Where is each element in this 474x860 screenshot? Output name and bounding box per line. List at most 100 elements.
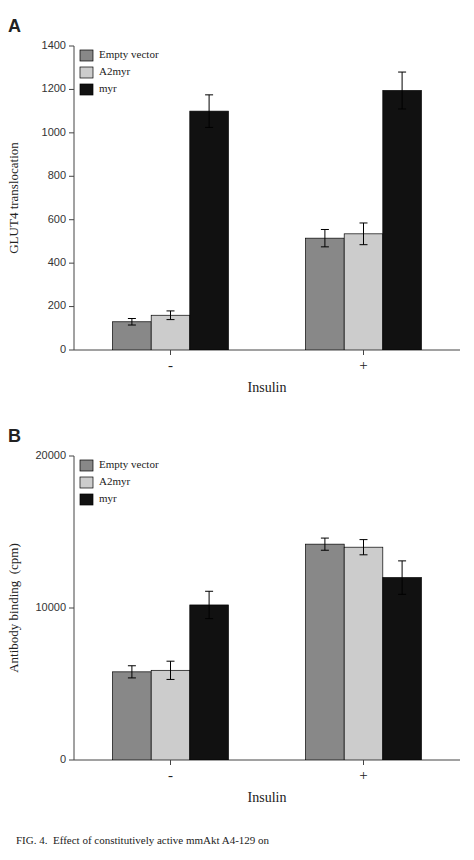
error-bar	[128, 666, 136, 678]
legend-swatch	[80, 50, 93, 61]
error-cap	[205, 127, 213, 128]
error-cap	[128, 318, 136, 319]
error-cap	[167, 319, 175, 320]
error-bar	[398, 561, 406, 594]
y-tick	[69, 89, 74, 90]
bar	[306, 544, 345, 760]
error-cap	[321, 538, 329, 539]
y-tick-label: 1000	[42, 126, 66, 138]
error-cap	[398, 560, 406, 561]
error-cap	[321, 550, 329, 551]
error-cap	[360, 554, 368, 555]
error-cap	[167, 310, 175, 311]
y-tick	[69, 760, 74, 761]
x-tick	[363, 760, 364, 765]
x-axis-label: Insulin	[248, 790, 287, 805]
y-axis-label: Antibody binding (cpm)	[6, 543, 21, 673]
error-cap	[360, 539, 368, 540]
error-line	[402, 561, 403, 594]
bar	[151, 315, 190, 350]
error-cap	[205, 94, 213, 95]
error-cap	[128, 665, 136, 666]
legend-swatch	[80, 460, 93, 471]
error-line	[324, 229, 325, 246]
bar	[383, 578, 422, 760]
y-tick-label: 1400	[42, 39, 66, 51]
y-tick	[69, 608, 74, 609]
x-tick-label: -	[168, 767, 173, 783]
y-tick-label: 1200	[42, 82, 66, 94]
error-cap	[398, 72, 406, 73]
error-line	[402, 72, 403, 109]
y-tick-label: 600	[48, 213, 66, 225]
panel-label: A	[8, 16, 21, 36]
bar	[306, 238, 345, 350]
error-cap	[398, 108, 406, 109]
bar	[151, 670, 190, 760]
legend-label: Empty vector	[99, 48, 159, 60]
error-line	[209, 95, 210, 128]
legend: Empty vectorA2myrmyr	[80, 48, 159, 95]
bar	[113, 322, 152, 350]
y-tick	[69, 306, 74, 307]
legend-swatch	[80, 477, 93, 488]
error-line	[131, 319, 132, 326]
legend-label: myr	[99, 82, 117, 94]
caption: FIG. 4. Effect of constitutively active …	[16, 834, 270, 846]
bar	[113, 672, 152, 760]
error-line	[170, 661, 171, 679]
page: {"chart_data": [ {"type": "bar", "title"…	[0, 0, 474, 860]
marks	[113, 72, 422, 350]
figure: A0200400600800100012001400-+InsulinGLUT4…	[0, 0, 474, 860]
panel: B01000020000-+InsulinAntibody binding (c…	[6, 426, 460, 805]
bar	[383, 91, 422, 350]
error-line	[170, 311, 171, 320]
error-cap	[128, 677, 136, 678]
error-cap	[167, 661, 175, 662]
error-line	[209, 591, 210, 618]
error-line	[131, 666, 132, 678]
y-tick-label: 400	[48, 256, 66, 268]
legend-label: Empty vector	[99, 458, 159, 470]
error-cap	[205, 591, 213, 592]
error-line	[363, 223, 364, 245]
legend-label: A2myr	[99, 475, 131, 487]
y-axis-line	[74, 46, 75, 350]
y-tick	[69, 46, 74, 47]
y-tick	[69, 176, 74, 177]
bar	[190, 605, 229, 760]
legend-swatch	[80, 494, 93, 505]
error-bar	[205, 591, 213, 618]
y-tick-label: 10000	[35, 601, 66, 613]
y-tick-label: 0	[60, 343, 66, 355]
x-tick-label: -	[168, 357, 173, 373]
error-line	[324, 538, 325, 550]
error-bar	[167, 311, 175, 320]
y-tick-label: 200	[48, 299, 66, 311]
error-bar	[321, 229, 329, 246]
legend-swatch	[80, 67, 93, 78]
legend: Empty vector A2myr myr	[80, 458, 159, 505]
error-cap	[128, 325, 136, 326]
error-bar	[360, 223, 368, 245]
y-tick	[69, 350, 74, 351]
background	[0, 0, 474, 860]
y-tick-label: 800	[48, 169, 66, 181]
error-cap	[360, 222, 368, 223]
y-tick	[69, 263, 74, 264]
error-cap	[321, 229, 329, 230]
error-cap	[167, 679, 175, 680]
error-bar	[128, 319, 136, 326]
error-bar	[398, 72, 406, 109]
x-tick	[170, 350, 171, 355]
y-tick-label: 20000	[35, 449, 66, 461]
legend-label: myr	[99, 492, 117, 504]
panel-label: B	[8, 426, 21, 446]
y-tick	[69, 132, 74, 133]
error-cap	[398, 594, 406, 595]
y-tick	[69, 219, 74, 220]
y-axis-line	[74, 456, 75, 760]
y-tick-label: 0	[60, 753, 66, 765]
x-tick-label: +	[359, 357, 367, 373]
panel: A0200400600800100012001400-+InsulinGLUT4…	[6, 16, 460, 395]
